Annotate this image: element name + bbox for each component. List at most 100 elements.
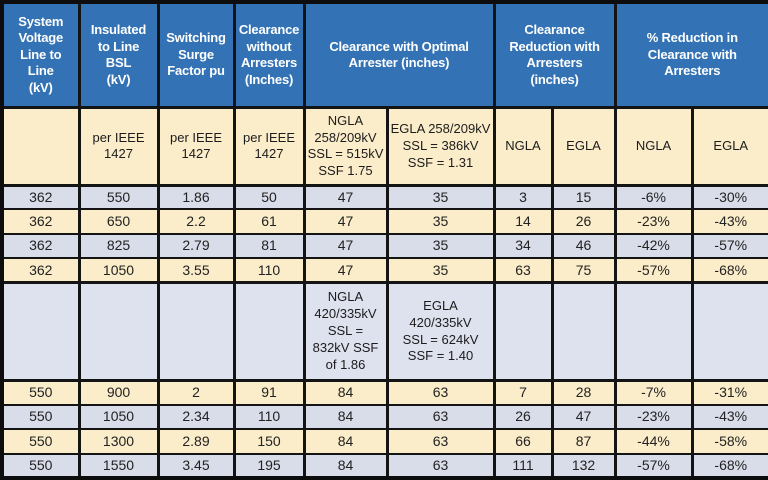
table-cell: 15 bbox=[550, 184, 617, 211]
table-cell bbox=[492, 281, 554, 382]
subheader-egla-reduction: EGLA bbox=[550, 106, 617, 187]
subheader-ieee-1427-bsl: per IEEE 1427 bbox=[77, 106, 160, 187]
header-row-group: System Voltage Line to Line (kV) Insulat… bbox=[0, 1, 768, 110]
table-cell: 7 bbox=[492, 379, 554, 406]
table-cell: 14 bbox=[492, 208, 554, 235]
table-row-550-1300: 550 1300 2.89 150 84 63 66 87 -44% -58% bbox=[0, 428, 768, 455]
table-cell: 63 bbox=[492, 257, 554, 284]
table-cell: -57% bbox=[613, 452, 694, 480]
table-cell: 132 bbox=[550, 452, 617, 480]
table-cell: 1300 bbox=[77, 428, 160, 455]
table-cell: 61 bbox=[232, 208, 306, 235]
table-row-362-1050: 362 1050 3.55 110 47 35 63 75 -57% -68% bbox=[0, 257, 768, 284]
table-cell: 550 bbox=[0, 403, 81, 431]
subheader-egla-258: EGLA 258/209kV SSL = 386kV SSF = 1.31 bbox=[385, 106, 496, 187]
table-cell: -6% bbox=[613, 184, 694, 211]
table-cell: -68% bbox=[690, 257, 768, 284]
subheader-row: per IEEE 1427 per IEEE 1427 per IEEE 142… bbox=[0, 106, 768, 187]
table-cell: -23% bbox=[613, 403, 694, 431]
table-cell: -58% bbox=[690, 428, 768, 455]
table-cell: -68% bbox=[690, 452, 768, 480]
subheader-empty bbox=[0, 106, 81, 187]
table-cell: 362 bbox=[0, 232, 81, 260]
table-cell: 1550 bbox=[77, 452, 160, 480]
table-cell: -31% bbox=[690, 379, 768, 406]
subheader-egla-percent: EGLA bbox=[690, 106, 768, 187]
table-cell: 47 bbox=[302, 208, 389, 235]
table-cell: 47 bbox=[302, 257, 389, 284]
ngla-420-note: NGLA 420/335kV SSL = 832kV SSF of 1.86 bbox=[302, 281, 389, 382]
table-cell: 1050 bbox=[77, 257, 160, 284]
table-cell: 362 bbox=[0, 184, 81, 211]
table-cell: 550 bbox=[0, 428, 81, 455]
table-cell: -7% bbox=[613, 379, 694, 406]
table-cell: 550 bbox=[0, 452, 81, 480]
header-cell-percent-reduction: % Reduction in Clearance with Arresters bbox=[613, 1, 768, 110]
table-cell: 87 bbox=[550, 428, 617, 455]
table-cell bbox=[0, 281, 81, 382]
table-cell bbox=[77, 281, 160, 382]
header-cell-clearance-without-arresters: Clearance without Arresters (Inches) bbox=[232, 1, 306, 110]
table-row-550-1550: 550 1550 3.45 195 84 63 111 132 -57% -68… bbox=[0, 452, 768, 480]
table-cell: -23% bbox=[613, 208, 694, 235]
table-cell: 2 bbox=[156, 379, 236, 406]
table-cell: 3 bbox=[492, 184, 554, 211]
table-cell: 34 bbox=[492, 232, 554, 260]
table-cell: -30% bbox=[690, 184, 768, 211]
table-cell: 81 bbox=[232, 232, 306, 260]
table-row-362-825: 362 825 2.79 81 47 35 34 46 -42% -57% bbox=[0, 232, 768, 260]
subheader-ieee-1427-ssf: per IEEE 1427 bbox=[156, 106, 236, 187]
table-cell: 2.34 bbox=[156, 403, 236, 431]
table-cell: 75 bbox=[550, 257, 617, 284]
table-cell: 47 bbox=[302, 184, 389, 211]
table-cell: 84 bbox=[302, 452, 389, 480]
table-cell: -44% bbox=[613, 428, 694, 455]
table-cell: 35 bbox=[385, 184, 496, 211]
header-cell-clearance-reduction: Clearance Reduction with Arresters (inch… bbox=[492, 1, 617, 110]
header-cell-insulated-bsl: Insulated to Line BSL (kV) bbox=[77, 1, 160, 110]
table-cell: 84 bbox=[302, 403, 389, 431]
table-cell: 195 bbox=[232, 452, 306, 480]
table-cell: 900 bbox=[77, 379, 160, 406]
table-cell: 84 bbox=[302, 379, 389, 406]
table-cell: 47 bbox=[302, 232, 389, 260]
mid-table-arrester-note-row: NGLA 420/335kV SSL = 832kV SSF of 1.86 E… bbox=[0, 281, 768, 382]
table-cell: 362 bbox=[0, 257, 81, 284]
table-cell: 63 bbox=[385, 403, 496, 431]
table-cell: 550 bbox=[0, 379, 81, 406]
table-cell: 110 bbox=[232, 257, 306, 284]
table-cell: 825 bbox=[77, 232, 160, 260]
table-cell: 35 bbox=[385, 208, 496, 235]
table-cell bbox=[232, 281, 306, 382]
table-cell: 150 bbox=[232, 428, 306, 455]
table-row-362-650: 362 650 2.2 61 47 35 14 26 -23% -43% bbox=[0, 208, 768, 235]
table-cell: 26 bbox=[492, 403, 554, 431]
table-row-550-900: 550 900 2 91 84 63 7 28 -7% -31% bbox=[0, 379, 768, 406]
table-cell: 2.2 bbox=[156, 208, 236, 235]
table-cell: -57% bbox=[690, 232, 768, 260]
table-cell: 91 bbox=[232, 379, 306, 406]
header-cell-switching-surge-factor: Switching Surge Factor pu bbox=[156, 1, 236, 110]
table-row-550-1050: 550 1050 2.34 110 84 63 26 47 -23% -43% bbox=[0, 403, 768, 431]
table-cell: 550 bbox=[77, 184, 160, 211]
egla-420-note: EGLA 420/335kV SSL = 624kV SSF = 1.40 bbox=[385, 281, 496, 382]
table-cell: 47 bbox=[550, 403, 617, 431]
table-cell: 2.79 bbox=[156, 232, 236, 260]
table-cell: 362 bbox=[0, 208, 81, 235]
table-cell: -42% bbox=[613, 232, 694, 260]
table-cell: -43% bbox=[690, 208, 768, 235]
table-cell: 1.86 bbox=[156, 184, 236, 211]
table-cell bbox=[156, 281, 236, 382]
table-row-362-550: 362 550 1.86 50 47 35 3 15 -6% -30% bbox=[0, 184, 768, 211]
table-cell: 63 bbox=[385, 379, 496, 406]
table-cell: 26 bbox=[550, 208, 617, 235]
table-cell: 110 bbox=[232, 403, 306, 431]
table-cell: 46 bbox=[550, 232, 617, 260]
table-cell: -43% bbox=[690, 403, 768, 431]
table-cell: 35 bbox=[385, 257, 496, 284]
subheader-ngla-258: NGLA 258/209kV SSL = 515kV SSF 1.75 bbox=[302, 106, 389, 187]
subheader-ngla-reduction: NGLA bbox=[492, 106, 554, 187]
header-cell-system-voltage: System Voltage Line to Line (kV) bbox=[0, 1, 81, 110]
